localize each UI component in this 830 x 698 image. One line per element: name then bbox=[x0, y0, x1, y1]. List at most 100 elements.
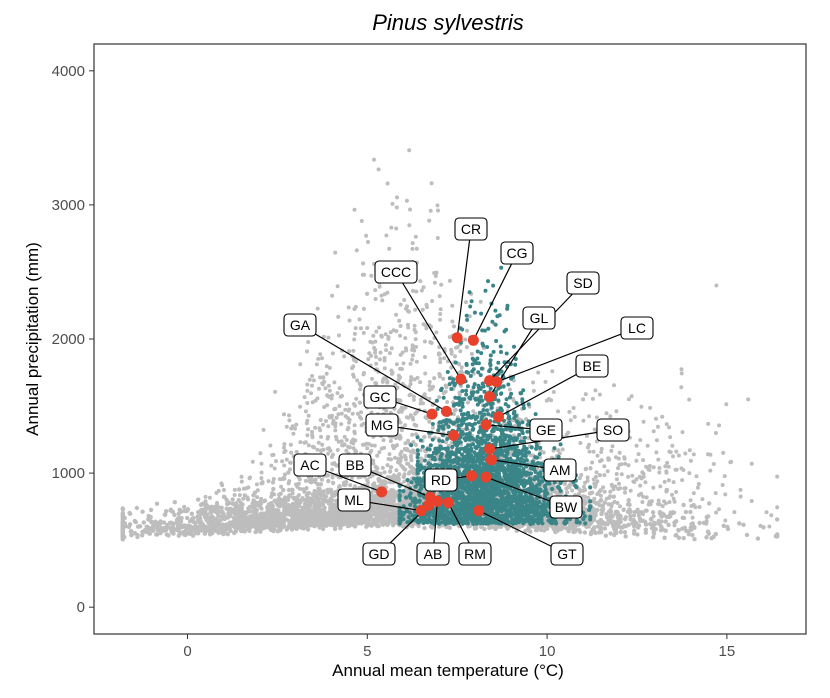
sample-point bbox=[531, 388, 536, 393]
sample-point bbox=[377, 357, 382, 362]
sample-point bbox=[298, 440, 303, 445]
sample-point bbox=[674, 532, 679, 538]
sample-point bbox=[369, 353, 374, 358]
sample-point bbox=[232, 530, 237, 536]
sample-point bbox=[207, 532, 213, 537]
sample-point bbox=[410, 357, 415, 362]
sample-point bbox=[688, 509, 693, 515]
sample-point bbox=[347, 445, 352, 450]
sample-point bbox=[744, 532, 750, 538]
sample-point bbox=[318, 418, 323, 422]
sample-point bbox=[354, 248, 359, 253]
sample-point bbox=[395, 195, 399, 200]
sample-point bbox=[330, 480, 336, 486]
sample-point bbox=[351, 357, 356, 362]
sample-point bbox=[587, 449, 592, 454]
sample-point bbox=[385, 379, 390, 384]
sample-point bbox=[282, 412, 286, 417]
sample-point bbox=[457, 392, 462, 397]
sample-point bbox=[189, 511, 194, 516]
sample-point bbox=[357, 381, 362, 386]
sample-point bbox=[436, 208, 440, 213]
sample-point bbox=[154, 501, 160, 506]
sample-point bbox=[623, 534, 628, 539]
sample-point bbox=[464, 345, 469, 350]
sample-point bbox=[284, 424, 289, 429]
sample-point bbox=[679, 371, 684, 376]
sample-point bbox=[313, 398, 318, 403]
sample-point bbox=[287, 508, 292, 512]
sample-point bbox=[583, 392, 588, 397]
sample-point bbox=[309, 480, 314, 485]
sample-point bbox=[383, 343, 388, 347]
sample-point bbox=[419, 288, 424, 293]
sample-point bbox=[312, 445, 316, 450]
sample-point bbox=[410, 246, 415, 251]
sample-point bbox=[265, 520, 271, 525]
sample-point bbox=[282, 445, 286, 450]
sample-point bbox=[309, 523, 314, 528]
sample-point bbox=[593, 530, 598, 536]
sample-point bbox=[365, 446, 370, 451]
sample-point bbox=[694, 474, 699, 479]
sample-point bbox=[612, 532, 617, 538]
sample-point bbox=[676, 527, 681, 533]
sample-point bbox=[364, 517, 370, 523]
sample-point bbox=[464, 300, 468, 305]
sample-point bbox=[147, 527, 152, 532]
sample-point bbox=[379, 480, 384, 485]
sample-point bbox=[140, 533, 145, 538]
sample-point bbox=[313, 521, 318, 526]
sample-point bbox=[382, 470, 387, 475]
sample-point bbox=[339, 515, 344, 521]
sample-point bbox=[639, 491, 644, 496]
sample-point bbox=[164, 524, 170, 530]
sample-point bbox=[615, 509, 620, 514]
sample-point bbox=[287, 493, 292, 498]
sample-point bbox=[141, 520, 146, 525]
sample-point bbox=[374, 354, 378, 359]
sample-point bbox=[325, 393, 330, 398]
sample-point bbox=[290, 523, 296, 528]
sample-point bbox=[285, 525, 291, 530]
sample-point bbox=[364, 441, 369, 446]
sample-point bbox=[302, 395, 307, 400]
sample-point bbox=[221, 494, 226, 499]
sample-point bbox=[737, 521, 742, 526]
sample-point bbox=[376, 167, 381, 172]
sample-point bbox=[415, 375, 420, 380]
sample-point bbox=[376, 513, 381, 518]
sample-point bbox=[389, 346, 394, 351]
sample-point bbox=[182, 504, 187, 510]
sample-point bbox=[384, 348, 389, 353]
sample-point bbox=[390, 201, 395, 206]
sample-point bbox=[304, 486, 309, 490]
sample-point bbox=[626, 522, 631, 527]
sample-point bbox=[373, 288, 378, 293]
sample-point bbox=[396, 377, 401, 381]
sample-point bbox=[208, 510, 213, 515]
sample-point bbox=[410, 415, 415, 420]
sample-point bbox=[430, 425, 435, 430]
sample-point bbox=[341, 480, 347, 486]
sample-point bbox=[345, 402, 349, 407]
sample-point bbox=[618, 529, 623, 535]
sample-point bbox=[330, 393, 334, 398]
sample-point bbox=[320, 442, 325, 447]
sample-point bbox=[283, 472, 287, 477]
sample-point bbox=[255, 495, 260, 500]
sample-point bbox=[576, 527, 582, 533]
sample-point bbox=[163, 512, 168, 517]
sample-point bbox=[674, 449, 679, 454]
sample-point bbox=[378, 507, 383, 512]
sample-point bbox=[332, 493, 337, 498]
sample-point bbox=[394, 468, 399, 473]
sample-point bbox=[185, 515, 190, 521]
sample-point bbox=[260, 481, 265, 486]
sample-point bbox=[306, 340, 311, 344]
sample-point bbox=[377, 325, 382, 330]
sample-point bbox=[686, 532, 692, 537]
sample-point bbox=[127, 522, 133, 527]
sample-point bbox=[214, 509, 219, 514]
sample-point bbox=[690, 532, 695, 538]
